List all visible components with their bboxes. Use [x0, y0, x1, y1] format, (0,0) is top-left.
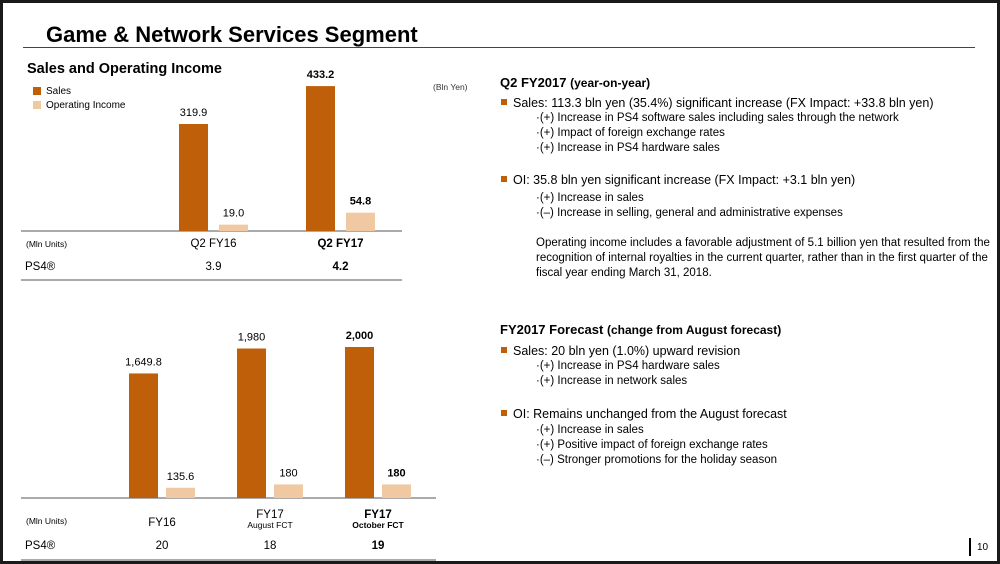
- bar-value-label: 1,649.8: [125, 356, 162, 368]
- forecast-oi-point: ·(+) Positive impact of foreign exchange…: [536, 439, 768, 451]
- bar-value-label: 2,000: [346, 330, 374, 342]
- forecast-oi-point: ·(–) Stronger promotions for the holiday…: [536, 454, 777, 466]
- forecast-oi-point: ·(+) Increase in sales: [536, 424, 644, 436]
- q2-sales-point: ·(+) Increase in PS4 hardware sales: [536, 142, 720, 154]
- forecast-sales-bullet: Sales: 20 bln yen (1.0%) upward revision: [501, 344, 740, 358]
- slide: Game & Network Services Segment Sales an…: [3, 3, 997, 561]
- units-header: (Mln Units): [26, 239, 67, 249]
- legend-label-sales: Sales: [46, 86, 72, 97]
- ps4-units-value: 20: [156, 540, 169, 552]
- q2-sales-point: ·(+) Impact of foreign exchange rates: [536, 127, 725, 139]
- ps4-row-label: PS4®: [25, 261, 56, 273]
- legend-item-operating-income: Operating Income: [33, 100, 126, 111]
- legend-swatch-operating-income: [33, 101, 41, 109]
- page-number-bar: [969, 538, 971, 556]
- bar-sales: [129, 373, 158, 498]
- category-label: FY17: [364, 509, 392, 521]
- bar-operating-income: [274, 484, 303, 498]
- charts-canvas: 319.9 19.0 Q2 FY16 3.9 433.2 54.8 Q2 FY17 4.2 (M…: [21, 69, 436, 561]
- q2-heading: Q2 FY2017 (year-on-year): [500, 75, 650, 90]
- bar-value-label: 54.8: [350, 196, 371, 208]
- ps4-row-label: PS4®: [25, 540, 56, 552]
- title-divider: [23, 47, 975, 48]
- bar-value-label: 180: [279, 467, 297, 479]
- forecast-heading-text: FY2017 Forecast: [500, 322, 604, 337]
- category-label: Q2 FY16: [190, 238, 236, 250]
- legend-item-sales: Sales: [33, 86, 71, 97]
- category-label: FY16: [148, 517, 176, 529]
- category-sublabel: August FCT: [247, 520, 292, 530]
- q2-oi-point: ·(+) Increase in sales: [536, 192, 644, 204]
- forecast-heading: FY2017 Forecast (change from August fore…: [500, 322, 781, 337]
- section-title: Sales and Operating Income: [27, 61, 222, 77]
- category-sublabel: October FCT: [352, 520, 404, 530]
- page-title: Game & Network Services Segment: [46, 22, 418, 47]
- bar-value-label: 433.2: [307, 69, 335, 81]
- bar-operating-income: [166, 487, 195, 498]
- ps4-units-value: 4.2: [333, 261, 349, 273]
- category-label: Q2 FY17: [317, 238, 363, 250]
- forecast-oi-bullet: OI: Remains unchanged from the August fo…: [501, 407, 787, 421]
- bar-operating-income: [346, 212, 375, 231]
- bar-value-label: 180: [387, 467, 405, 479]
- bar-sales: [306, 86, 335, 231]
- page-number: 10: [977, 542, 989, 553]
- bar-operating-income: [382, 484, 411, 498]
- legend-swatch-sales: [33, 87, 41, 95]
- legend-label-operating-income: Operating Income: [46, 100, 126, 111]
- q2-note: Operating income includes a favorable ad…: [536, 237, 990, 279]
- units-header: (Mln Units): [26, 516, 67, 526]
- bar-sales: [237, 348, 266, 498]
- ps4-units-value: 3.9: [206, 261, 222, 273]
- q2-heading-text: Q2 FY2017: [500, 75, 567, 90]
- ps4-units-value: 18: [264, 540, 277, 552]
- forecast-heading-suffix: (change from August forecast): [606, 323, 782, 337]
- bar-value-label: 1,980: [238, 332, 266, 344]
- q2-sales-point: ·(+) Increase in PS4 software sales incl…: [536, 112, 899, 124]
- forecast-sales-point: ·(+) Increase in PS4 hardware sales: [536, 360, 720, 372]
- bar-value-label: 19.0: [223, 208, 244, 220]
- bar-value-label: 319.9: [180, 107, 208, 119]
- ps4-units-value: 19: [372, 540, 385, 552]
- forecast-sales-point: ·(+) Increase in network sales: [536, 375, 688, 387]
- q2-oi-point: ·(–) Increase in selling, general and ad…: [536, 207, 843, 219]
- q2-sales-bullet: Sales: 113.3 bln yen (35.4%) significant…: [501, 96, 933, 110]
- bar-sales: [345, 347, 374, 498]
- bar-value-label: 135.6: [167, 471, 195, 483]
- q2-heading-suffix: (year-on-year): [570, 76, 651, 90]
- bar-operating-income: [219, 224, 248, 231]
- bar-sales: [179, 123, 208, 231]
- unit-label: (Bln Yen): [433, 82, 468, 92]
- q2-oi-bullet: OI: 35.8 bln yen significant increase (F…: [501, 173, 855, 187]
- category-label: FY17: [256, 509, 284, 521]
